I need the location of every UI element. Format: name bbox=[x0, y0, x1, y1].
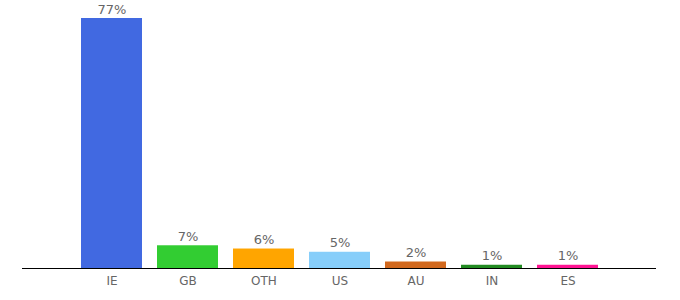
svg-text:5%: 5% bbox=[330, 235, 351, 250]
svg-text:OTH: OTH bbox=[251, 274, 277, 288]
svg-text:6%: 6% bbox=[254, 232, 275, 247]
svg-text:2%: 2% bbox=[406, 245, 427, 260]
svg-text:IN: IN bbox=[486, 274, 499, 288]
svg-text:7%: 7% bbox=[178, 229, 199, 244]
svg-text:1%: 1% bbox=[558, 248, 579, 263]
svg-text:GB: GB bbox=[179, 274, 197, 288]
svg-text:77%: 77% bbox=[98, 2, 127, 17]
svg-text:1%: 1% bbox=[482, 248, 503, 263]
svg-text:AU: AU bbox=[408, 274, 425, 288]
svg-text:ES: ES bbox=[560, 274, 575, 288]
svg-text:IE: IE bbox=[106, 274, 117, 288]
svg-text:US: US bbox=[332, 274, 348, 288]
